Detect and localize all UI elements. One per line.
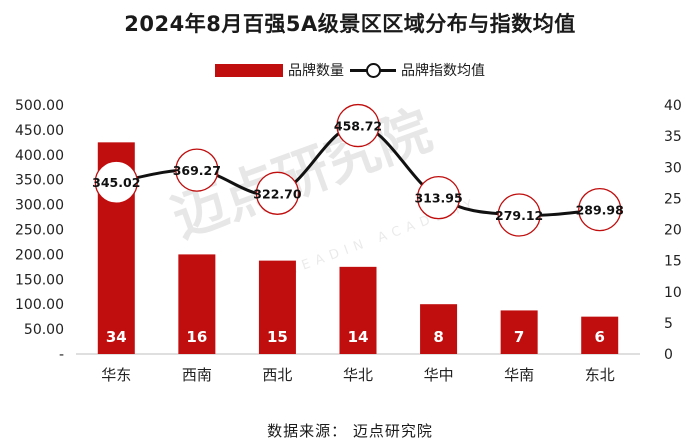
category-label: 西南 — [182, 366, 212, 384]
right-axis-tick-label: 15 — [664, 254, 682, 270]
right-axis-tick-label: 25 — [664, 191, 682, 207]
line-point-marker — [94, 160, 138, 204]
line-value-label: 345.02 — [92, 175, 140, 190]
bar — [500, 310, 538, 354]
left-axis-tick-label: 350.00 — [15, 173, 64, 189]
line-point-marker — [416, 176, 461, 220]
left-axis-tick-label: 250.00 — [15, 223, 64, 239]
left-axis-tick-label: 400.00 — [15, 148, 64, 164]
line-point-marker — [336, 103, 380, 148]
bar — [339, 266, 377, 354]
source-note: 数据来源： 迈点研究院 — [267, 422, 433, 440]
bar — [258, 260, 296, 354]
line-value-label: 369.27 — [173, 163, 221, 178]
category-label: 西北 — [262, 366, 292, 384]
category-label: 华南 — [504, 366, 534, 384]
chart-title: 2024年8月百强5A级景区区域分布与指数均值 — [124, 12, 576, 36]
legend-bar-label: 品牌数量 — [288, 63, 344, 79]
category-label: 华东 — [101, 366, 131, 384]
line-value-label: 289.98 — [576, 203, 624, 218]
right-axis-tick-label: 20 — [664, 223, 682, 239]
line-value-label: 279.12 — [495, 208, 543, 223]
left-axis-tick-label: 100.00 — [15, 297, 64, 313]
legend-item-line: 品牌指数均值 — [350, 60, 485, 80]
line-value-label: 313.95 — [414, 191, 462, 206]
category-label: 东北 — [585, 366, 615, 384]
left-axis-tick-label: 50.00 — [24, 322, 64, 338]
legend-bar-swatch — [215, 63, 283, 77]
right-axis-tick-label: 10 — [664, 285, 682, 301]
legend-line-swatch — [350, 63, 396, 78]
bar-value-label: 6 — [594, 328, 604, 346]
left-axis-tick-label: 300.00 — [15, 198, 64, 214]
bar-value-label: 7 — [514, 328, 524, 346]
bar — [581, 316, 619, 354]
bar — [420, 304, 458, 354]
category-label: 华北 — [343, 366, 373, 384]
right-axis-tick-label: 0 — [664, 347, 673, 363]
line-point-marker — [578, 187, 622, 232]
left-axis-tick-label: 450.00 — [15, 123, 64, 139]
legend: 品牌数量 品牌指数均值 — [0, 60, 700, 80]
right-axis-tick-label: 5 — [664, 316, 673, 332]
bar-value-label: 34 — [106, 328, 127, 346]
left-axis-tick-label: 150.00 — [15, 272, 64, 288]
bar-value-label: 16 — [186, 328, 207, 346]
right-axis-tick-label: 40 — [664, 98, 682, 114]
line-point-marker — [497, 193, 541, 237]
line-point-marker — [175, 148, 219, 192]
left-axis-tick-label: 200.00 — [15, 247, 64, 263]
line-value-label: 458.72 — [334, 119, 382, 134]
line-value-label: 322.70 — [253, 186, 302, 201]
bar-value-label: 8 — [433, 328, 443, 346]
legend-line-label: 品牌指数均值 — [401, 63, 485, 79]
left-axis-tick-label: - — [59, 347, 64, 363]
line-point-marker — [255, 171, 300, 215]
bar-value-label: 15 — [267, 328, 288, 346]
right-axis-tick-label: 35 — [664, 129, 682, 145]
right-axis-tick-label: 30 — [664, 160, 682, 176]
bar — [178, 254, 216, 354]
category-label: 华中 — [424, 366, 454, 384]
bar-value-label: 14 — [348, 328, 369, 346]
left-axis-tick-label: 500.00 — [15, 98, 64, 114]
legend-item-bar: 品牌数量 — [215, 60, 344, 80]
